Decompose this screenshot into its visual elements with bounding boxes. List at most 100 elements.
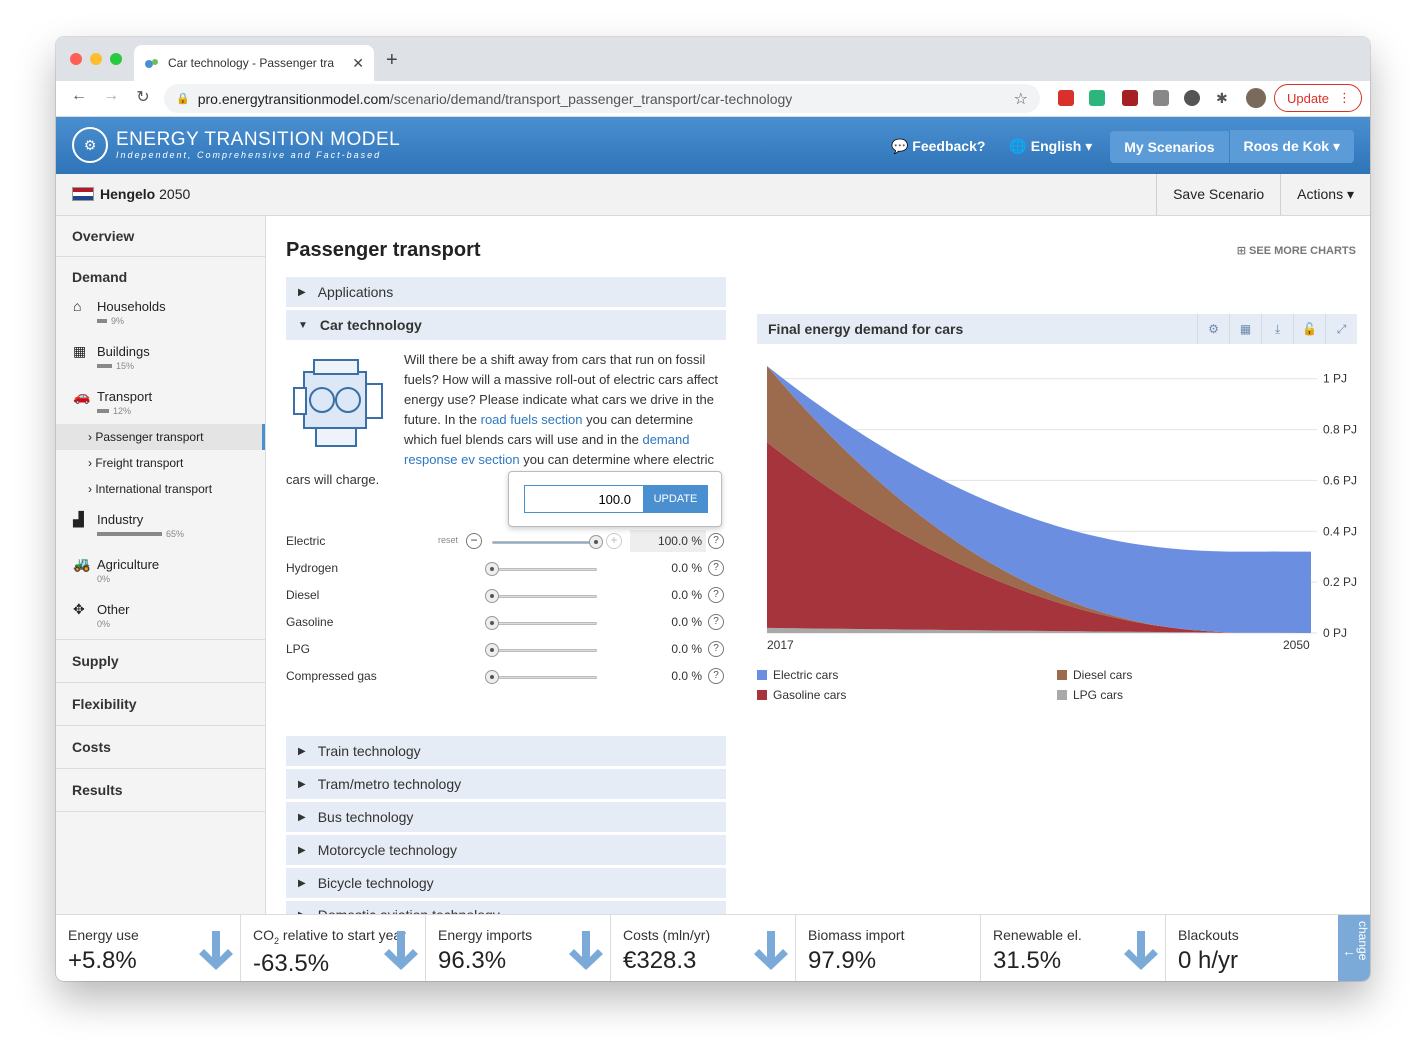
- sidebar-item-other[interactable]: ✥ Other 0%: [56, 592, 265, 640]
- bookmark-star-icon[interactable]: ☆: [1013, 90, 1028, 108]
- accordion-bus-technology[interactable]: ▶ Bus technology: [286, 802, 726, 832]
- update-value-button[interactable]: UPDATE: [643, 485, 708, 513]
- slider-handle[interactable]: [485, 562, 499, 576]
- chart-expand-icon[interactable]: ⤢: [1325, 314, 1357, 344]
- decrease-button[interactable]: −: [466, 533, 482, 549]
- sidebar-results[interactable]: Results: [56, 769, 265, 812]
- share-bar: [97, 364, 112, 368]
- sidebar-item-freight-transport[interactable]: › Freight transport: [88, 456, 184, 470]
- sidebar-overview[interactable]: Overview: [56, 216, 265, 257]
- reload-icon[interactable]: ↻: [136, 89, 150, 106]
- kpi-co2[interactable]: CO2 relative to start year -63.5%: [241, 915, 426, 981]
- slider-handle[interactable]: [485, 643, 499, 657]
- accordion-motorcycle-technology[interactable]: ▶ Motorcycle technology: [286, 835, 726, 865]
- sidebar-item-households[interactable]: ⌂ Households 9%: [73, 298, 166, 326]
- slider-value[interactable]: 0.0 %: [671, 642, 702, 656]
- new-tab-button[interactable]: +: [386, 49, 398, 71]
- help-icon[interactable]: ?: [708, 614, 724, 630]
- increase-button[interactable]: +: [606, 533, 622, 549]
- kpi-costs[interactable]: Costs (mln/yr) €328.3: [611, 915, 796, 981]
- change-kpis-button[interactable]: ← change: [1338, 915, 1370, 981]
- slider-track[interactable]: [492, 541, 597, 544]
- chart-table-icon[interactable]: ▦: [1229, 314, 1261, 344]
- kpi-biomass-import[interactable]: Biomass import 97.9%: [796, 915, 981, 981]
- slider-value[interactable]: 0.0 %: [671, 588, 702, 602]
- sidebar-demand[interactable]: Demand: [72, 269, 128, 285]
- help-icon[interactable]: ?: [708, 533, 724, 549]
- address-bar[interactable]: 🔒 pro.energytransitionmodel.com/scenario…: [164, 84, 1040, 113]
- extension-green-icon[interactable]: [1089, 90, 1105, 106]
- actions-dropdown[interactable]: Actions ▾: [1280, 174, 1370, 215]
- sidebar-item-transport[interactable]: 🚗 Transport 12%: [73, 388, 153, 416]
- slider-track[interactable]: [492, 568, 597, 571]
- etm-logo[interactable]: ⚙ ENERGY TRANSITION MODEL Independent, C…: [72, 127, 400, 163]
- tab-strip: Car technology - Passenger tra ✕ +: [56, 37, 1370, 81]
- slider-handle[interactable]: [485, 589, 499, 603]
- help-icon[interactable]: ?: [708, 668, 724, 684]
- legend-diesel: Diesel cars: [1057, 668, 1132, 682]
- profile-avatar[interactable]: [1246, 88, 1266, 108]
- accordion-car-technology[interactable]: ▼ Car technology: [286, 310, 726, 340]
- slider-gasoline: Gasoline 0.0 % ?: [286, 610, 726, 636]
- minimize-window-button[interactable]: [90, 53, 102, 65]
- help-icon[interactable]: ?: [708, 560, 724, 576]
- save-scenario-button[interactable]: Save Scenario: [1156, 174, 1280, 215]
- accordion-applications[interactable]: ▶ Applications: [286, 277, 726, 307]
- slider-track[interactable]: [492, 676, 597, 679]
- puzzle-icon[interactable]: ✱: [1216, 90, 1228, 106]
- help-icon[interactable]: ?: [708, 641, 724, 657]
- kpi-blackouts[interactable]: Blackouts 0 h/yr: [1178, 927, 1239, 974]
- slider-value[interactable]: 0.0 %: [671, 615, 702, 629]
- sidebar-item-industry[interactable]: ▟ Industry 65%: [73, 511, 185, 539]
- sidebar-costs[interactable]: Costs: [56, 726, 265, 769]
- browser-tab[interactable]: Car technology - Passenger tra ✕: [134, 45, 374, 81]
- slider-value[interactable]: 100.0 %: [630, 530, 706, 552]
- extension-red-icon[interactable]: [1058, 90, 1074, 106]
- help-icon[interactable]: ?: [708, 587, 724, 603]
- close-window-button[interactable]: [70, 53, 82, 65]
- feedback-link[interactable]: 💬 Feedback?: [890, 138, 986, 154]
- extension-circle-icon[interactable]: [1184, 90, 1200, 106]
- browser-update-button[interactable]: Update ⋮: [1274, 84, 1362, 112]
- sidebar-supply[interactable]: Supply: [56, 640, 265, 683]
- sidebar-item-passenger-transport[interactable]: › Passenger transport: [56, 424, 265, 450]
- value-input[interactable]: [524, 485, 644, 513]
- chart-download-icon[interactable]: ⤓: [1261, 314, 1293, 344]
- extension-gray-icon[interactable]: [1153, 90, 1169, 106]
- sidebar-item-buildings[interactable]: ▦ Buildings 15%: [73, 343, 150, 371]
- slider-track[interactable]: [492, 649, 597, 652]
- slider-value[interactable]: 0.0 %: [671, 669, 702, 683]
- road-fuels-link[interactable]: road fuels section: [480, 412, 583, 427]
- main-content: Passenger transport ⊞ SEE MORE CHARTS ▶ A…: [267, 216, 1370, 929]
- slider-handle[interactable]: [485, 616, 499, 630]
- slider-handle[interactable]: [589, 535, 603, 549]
- accordion-bicycle-technology[interactable]: ▶ Bicycle technology: [286, 868, 726, 898]
- kpi-energy-use[interactable]: Energy use +5.8%: [56, 915, 241, 981]
- accordion-train-technology[interactable]: ▶ Train technology: [286, 736, 726, 766]
- reset-button[interactable]: reset: [438, 535, 459, 545]
- close-tab-icon[interactable]: ✕: [352, 54, 364, 71]
- language-dropdown[interactable]: 🌐 English ▾: [1009, 138, 1093, 154]
- chart-settings-icon[interactable]: ⚙: [1197, 314, 1229, 344]
- back-arrow-icon[interactable]: ←: [71, 87, 87, 104]
- chart-unlock-icon[interactable]: 🔓: [1293, 314, 1325, 344]
- user-menu[interactable]: Roos de Kok ▾: [1229, 130, 1354, 163]
- sidebar-item-international-transport[interactable]: › International transport: [88, 482, 213, 496]
- caret-right-icon: ▶: [298, 844, 306, 856]
- sidebar-flexibility[interactable]: Flexibility: [56, 683, 265, 726]
- slider-track[interactable]: [492, 595, 597, 598]
- kpi-renewable-electricity[interactable]: Renewable el. 31.5%: [981, 915, 1166, 981]
- forward-arrow-icon[interactable]: →: [103, 87, 119, 104]
- slider-track[interactable]: [492, 622, 597, 625]
- slider-value[interactable]: 0.0 %: [671, 561, 702, 575]
- demand-response-ev-link[interactable]: demand response ev section: [404, 432, 690, 467]
- my-scenarios-button[interactable]: My Scenarios: [1110, 130, 1230, 163]
- zoom-window-button[interactable]: [110, 53, 122, 65]
- accordion-tram-metro-technology[interactable]: ▶ Tram/metro technology: [286, 769, 726, 799]
- sidebar-item-agriculture[interactable]: 🚜 Agriculture 0%: [73, 556, 160, 584]
- slider-handle[interactable]: [485, 670, 499, 684]
- see-more-charts-link[interactable]: ⊞ SEE MORE CHARTS: [1236, 245, 1356, 257]
- ublock-icon[interactable]: [1122, 90, 1138, 106]
- area-electric-cars: [767, 366, 1311, 633]
- kpi-energy-imports[interactable]: Energy imports 96.3%: [426, 915, 611, 981]
